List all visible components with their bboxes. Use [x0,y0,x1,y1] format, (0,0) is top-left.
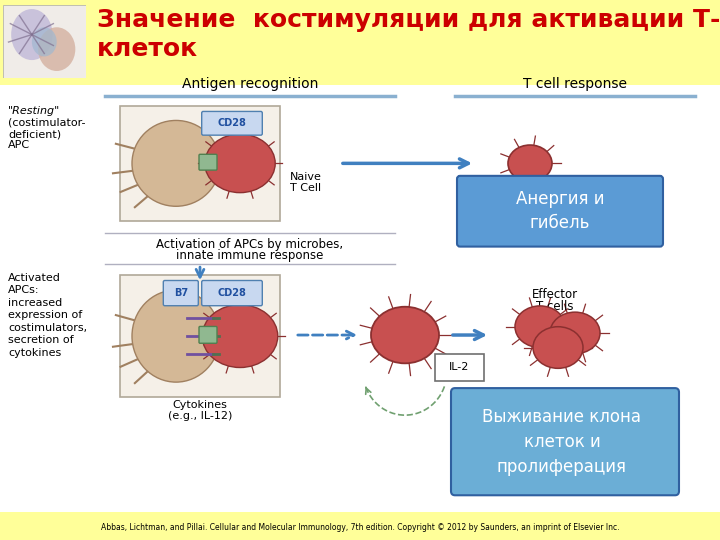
Text: cytokines: cytokines [8,348,61,357]
Text: "Resting": "Resting" [8,106,60,116]
Text: innate immune response: innate immune response [176,249,324,262]
Text: expression of: expression of [8,310,82,320]
FancyBboxPatch shape [199,154,217,170]
Ellipse shape [508,145,552,181]
Text: costimulators,: costimulators, [8,322,87,333]
Bar [0,512,720,540]
Text: Значение  костимуляции для активации Т-
клеток: Значение костимуляции для активации Т- к… [97,8,720,61]
Text: APCs:: APCs: [8,285,40,295]
Text: APC: APC [8,140,30,151]
Ellipse shape [204,134,275,193]
Bar [120,106,280,220]
Text: Выживание клона
клеток и
пролиферация: Выживание клона клеток и пролиферация [482,408,642,476]
FancyBboxPatch shape [457,176,663,247]
Bar [0,0,720,85]
Ellipse shape [533,327,583,368]
Text: CD28: CD28 [217,288,246,298]
Ellipse shape [38,27,76,71]
Bar [670,392,678,491]
Ellipse shape [371,307,439,363]
Text: increased: increased [8,298,62,308]
Text: Activated: Activated [8,273,61,282]
Text: Abbas, Lichtman, and Pillai. Cellular and Molecular Immunology, 7th edition. Cop: Abbas, Lichtman, and Pillai. Cellular an… [101,523,619,532]
Text: deficient): deficient) [8,129,61,139]
Ellipse shape [550,312,600,354]
Text: secretion of: secretion of [8,335,73,345]
Text: B7: B7 [174,288,188,298]
Text: Antigen recognition: Antigen recognition [182,77,318,91]
Bar [120,275,280,397]
Ellipse shape [132,120,220,206]
Text: Cytokines: Cytokines [173,400,228,409]
Ellipse shape [132,290,220,382]
Ellipse shape [11,9,53,60]
FancyBboxPatch shape [451,388,679,495]
Text: T cell response: T cell response [523,77,627,91]
Text: Naive: Naive [290,172,322,182]
Text: (costimulator-: (costimulator- [8,118,86,127]
FancyBboxPatch shape [202,111,262,135]
Text: T cells: T cells [536,300,574,313]
Text: Анергия и
гибель: Анергия и гибель [516,191,604,232]
Ellipse shape [202,305,278,368]
Ellipse shape [515,306,565,348]
FancyBboxPatch shape [199,327,217,343]
FancyBboxPatch shape [435,354,484,381]
Ellipse shape [32,27,57,57]
Text: (e.g., IL-12): (e.g., IL-12) [168,411,232,421]
Text: CD28: CD28 [217,118,246,129]
Text: Effector: Effector [532,288,578,301]
Text: IL-2: IL-2 [449,362,469,372]
FancyBboxPatch shape [202,280,262,306]
Text: T Cell: T Cell [290,183,321,193]
FancyBboxPatch shape [163,280,198,306]
Text: Activation of APCs by microbes,: Activation of APCs by microbes, [156,238,343,251]
Text: Fig. 9-3: Fig. 9-3 [9,469,55,482]
